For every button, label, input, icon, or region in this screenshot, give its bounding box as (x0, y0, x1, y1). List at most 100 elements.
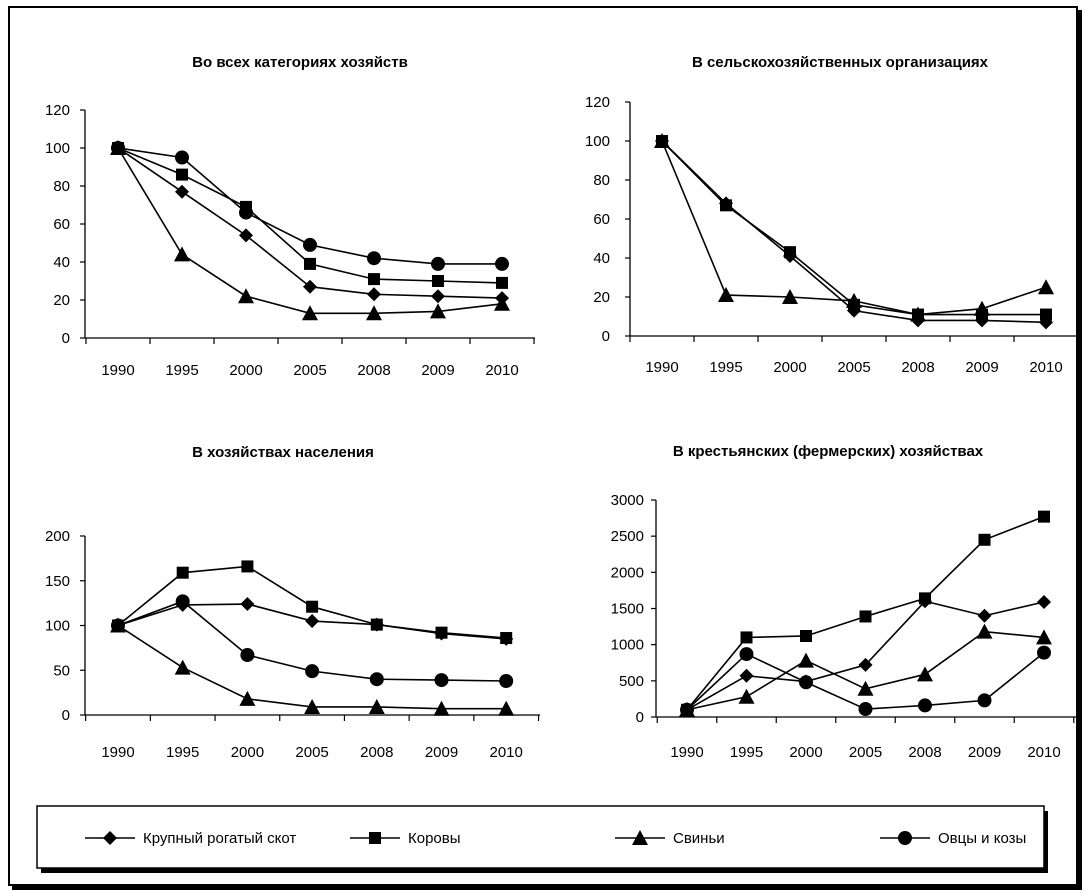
data-point (239, 228, 253, 243)
data-point (431, 289, 445, 304)
y-tick-label: 40 (53, 254, 70, 271)
data-point (303, 237, 317, 252)
data-point (859, 610, 872, 623)
y-tick-label: 50 (53, 662, 70, 679)
x-tick-label: 2009 (421, 362, 454, 379)
chart-title: Во всех категориях хозяйств (192, 54, 408, 71)
data-point (434, 673, 449, 688)
legend-marker (898, 831, 912, 845)
data-point (304, 698, 321, 714)
x-tick-label: 2000 (789, 744, 822, 761)
data-point (782, 289, 798, 304)
y-tick-label: 1000 (611, 637, 644, 654)
x-tick-label: 2010 (1027, 744, 1060, 761)
y-tick-label: 200 (45, 528, 70, 545)
data-point (1037, 645, 1051, 660)
y-tick-label: 120 (585, 94, 610, 111)
series-line (117, 147, 503, 299)
chart-panel-households: В хозяйствах населения 0 50 100 150 200 1990 1… (45, 444, 540, 761)
legend-label: Крупный рогатый скот (143, 830, 296, 847)
data-point (976, 623, 993, 639)
x-tick-label: 2009 (965, 359, 998, 376)
x-tick-label: 2010 (485, 362, 518, 379)
data-point (800, 629, 812, 642)
plot-area: 0 50 100 150 200 1990 1995 2000 2005 2008 2009 2010 (45, 528, 540, 761)
data-point (111, 141, 125, 155)
y-tick-label: 0 (602, 328, 610, 345)
x-tick-label: 1995 (709, 359, 742, 376)
data-point (740, 631, 753, 644)
data-point (977, 608, 992, 623)
data-point (305, 614, 320, 629)
data-point (858, 702, 873, 717)
data-point (433, 700, 450, 716)
y-tick-label: 100 (45, 140, 70, 157)
chart-panel-agricultural-organizations: В сельскохозяйственных организациях 0 20 4… (585, 54, 1080, 376)
data-point (435, 626, 448, 639)
data-point (799, 675, 813, 690)
data-point (654, 133, 670, 148)
y-tick-label: 20 (593, 289, 610, 306)
series-line (661, 140, 1047, 316)
y-tick-label: 1500 (611, 601, 644, 618)
data-point (919, 592, 931, 605)
data-point (430, 303, 446, 319)
legend-items: Крупный рогатый скот Коровы Свиньи Овцы и к… (85, 830, 1026, 847)
data-point (303, 279, 317, 294)
y-tick-label: 150 (45, 573, 70, 590)
data-point (494, 295, 510, 311)
legend-marker (103, 831, 117, 845)
legend-label: Овцы и козы (938, 830, 1026, 847)
chart-panel-all-categories: Во всех категориях хозяйств 0 20 40 60 80 100… (45, 54, 535, 379)
data-point (174, 246, 190, 262)
data-point (974, 300, 990, 316)
x-tick-label: 2010 (1029, 359, 1062, 376)
data-point (240, 648, 255, 663)
data-point (306, 600, 319, 613)
plot-area: 0 20 40 60 80 100 120 1990 1995 2000 2005 2008 2009 2… (45, 102, 535, 379)
y-tick-label: 2000 (611, 564, 644, 581)
data-point (368, 698, 385, 714)
y-tick-label: 60 (593, 211, 610, 228)
data-point (304, 257, 316, 270)
legend-marker (632, 830, 648, 845)
data-point (302, 305, 318, 321)
chart-title: В крестьянских (фермерских) хозяйствах (673, 443, 984, 460)
data-point (369, 672, 384, 687)
data-point (680, 702, 694, 717)
data-point (111, 618, 125, 633)
x-tick-label: 2008 (357, 362, 390, 379)
x-tick-label: 1990 (101, 362, 134, 379)
data-point (784, 246, 796, 259)
y-tick-label: 500 (619, 673, 644, 690)
data-point (500, 632, 513, 645)
x-tick-label: 2005 (849, 744, 882, 761)
y-tick-label: 120 (45, 102, 70, 119)
x-tick-label: 2009 (425, 744, 458, 761)
x-tick-label: 1990 (670, 744, 703, 761)
data-point (917, 666, 933, 682)
data-point (495, 256, 509, 271)
data-point (305, 664, 320, 679)
x-tick-label: 1995 (730, 744, 763, 761)
y-tick-label: 80 (53, 178, 70, 195)
series-line (661, 140, 1046, 316)
data-point (846, 292, 862, 308)
data-point (499, 673, 514, 688)
x-tick-label: 1995 (165, 362, 198, 379)
x-tick-label: 2008 (360, 744, 393, 761)
legend-label: Коровы (408, 830, 461, 847)
y-tick-label: 0 (62, 330, 70, 347)
data-point (366, 305, 382, 321)
data-point (367, 287, 381, 302)
data-point (241, 560, 254, 573)
x-tick-label: 2000 (229, 362, 262, 379)
data-point (176, 168, 188, 181)
plot-area: 0 500 1000 1500 2000 2500 3000 1990 1995 2000 2005… (611, 492, 1080, 761)
y-tick-label: 60 (53, 216, 70, 233)
y-tick-label: 20 (53, 292, 70, 309)
x-tick-label: 2005 (293, 362, 326, 379)
data-point (175, 150, 189, 165)
data-point (175, 594, 190, 609)
y-tick-label: 100 (45, 618, 70, 635)
